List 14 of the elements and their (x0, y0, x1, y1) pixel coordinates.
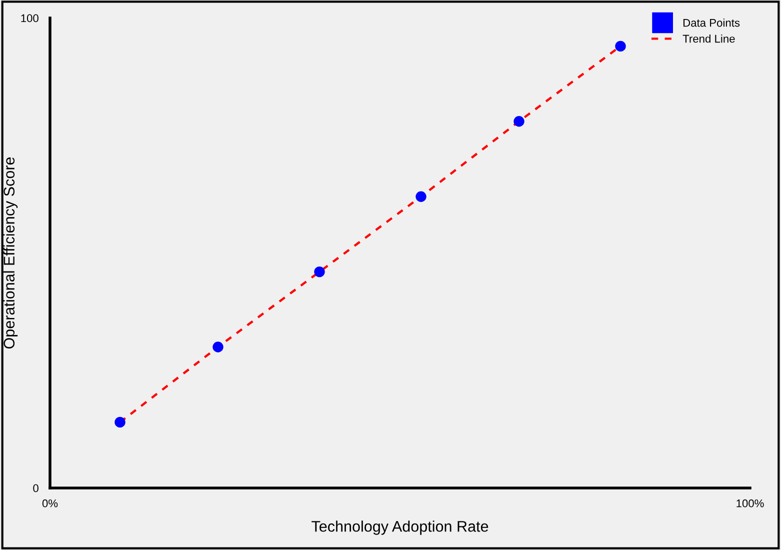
x-axis-title: Technology Adoption Rate (312, 520, 488, 535)
point (314, 266, 325, 278)
y-axis-title: Operational Efficiency Score (3, 157, 18, 349)
x-tick-label: 0% (42, 499, 58, 508)
x-tick-label: 100% (736, 499, 764, 508)
point (514, 116, 524, 127)
point (416, 191, 426, 202)
y-tick-label: 0 (33, 484, 38, 492)
legend-label: Data Points (683, 18, 740, 27)
y-tick-label: 100 (21, 14, 38, 22)
legend-label: Trend Line (682, 34, 735, 43)
point (114, 416, 126, 428)
point (615, 40, 626, 52)
point (212, 342, 224, 352)
